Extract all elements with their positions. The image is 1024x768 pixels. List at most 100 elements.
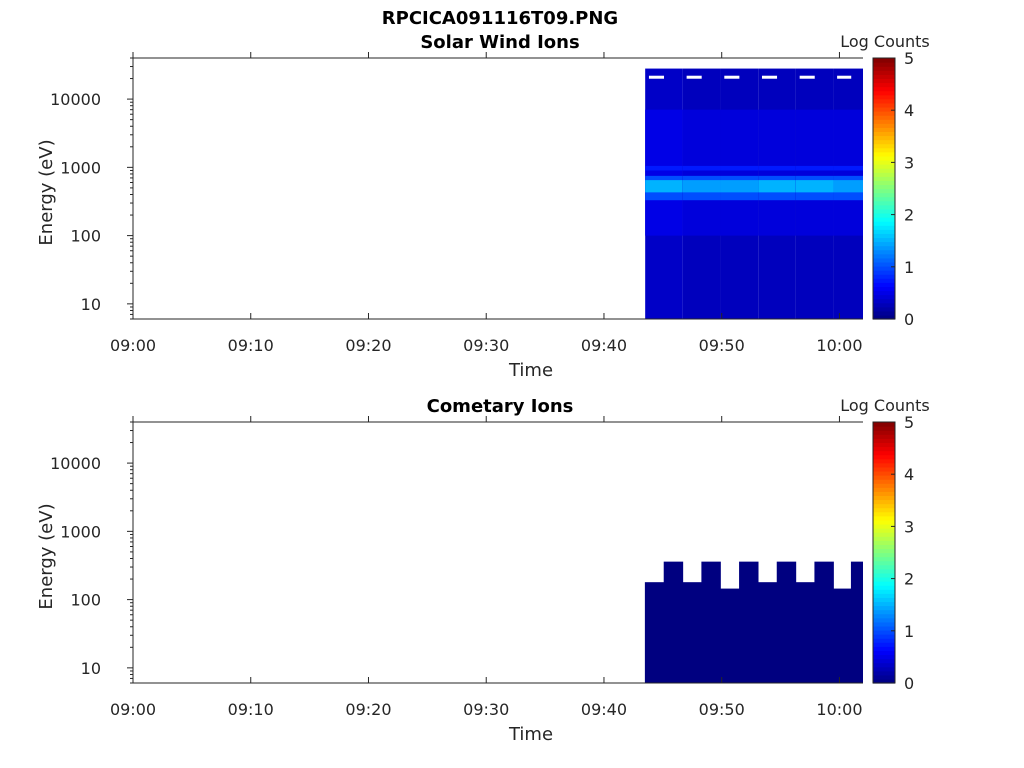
colorbar-segment — [873, 613, 895, 619]
colorbar-segment — [873, 523, 895, 529]
colorbar-label: Log Counts — [840, 32, 930, 51]
colorbar-segment — [873, 678, 895, 684]
colorbar-segment — [873, 58, 895, 63]
colorbar-segment — [873, 62, 895, 67]
colorbar-segment — [873, 278, 895, 283]
y-tick-label: 1000 — [60, 522, 101, 541]
colorbar-segment — [873, 589, 895, 594]
colorbar-segment — [873, 290, 895, 296]
colorbar-segment — [873, 475, 895, 480]
heatmap-gap — [686, 75, 702, 79]
x-tick-label: 09:20 — [345, 700, 391, 719]
colorbar-segment — [873, 601, 895, 607]
y-tick-label: 100 — [70, 227, 101, 246]
colorbar-frame — [872, 57, 896, 320]
colorbar-segment — [873, 511, 895, 517]
colorbar-segment — [873, 298, 895, 304]
colorbar-tick-label: 5 — [904, 413, 914, 432]
colorbar-segment — [873, 90, 895, 96]
colorbar-segment — [873, 491, 895, 497]
colorbar-segment — [873, 86, 895, 92]
x-tick-label: 09:10 — [228, 336, 274, 355]
heatmap-peak — [682, 180, 721, 193]
colorbar-segment — [873, 458, 895, 464]
colorbar-segment — [873, 617, 895, 623]
colorbar-segment — [873, 106, 895, 112]
colorbar-segment — [873, 282, 895, 287]
x-tick-label: 09:30 — [463, 700, 509, 719]
colorbar-segment — [873, 629, 895, 635]
colorbar-tick-label: 4 — [904, 101, 914, 120]
colorbar-segment — [873, 597, 895, 603]
colorbar-segment — [873, 646, 895, 651]
colorbar-segment — [873, 294, 895, 300]
colorbar-segment — [873, 151, 895, 157]
colorbar-segment — [873, 544, 895, 550]
colorbar-segment — [873, 666, 895, 672]
colorbar-segment — [873, 164, 895, 169]
panel-1: 09:00 09:10 09:20 09:30 09:40 09:50 10:0010100… — [36, 32, 930, 381]
heatmap-peak — [833, 180, 863, 193]
colorbar-segment — [873, 78, 895, 84]
panel-title: Cometary Ions — [427, 396, 574, 417]
colorbar-segment — [873, 479, 895, 484]
heatmap-cell — [644, 582, 665, 683]
colorbar-segment — [873, 253, 895, 259]
colorbar-segment — [873, 438, 895, 443]
colorbar-segment — [873, 192, 895, 198]
colorbar-segment — [873, 499, 895, 505]
colorbar-segment — [873, 237, 895, 243]
y-tick-label: 10 — [81, 295, 101, 314]
colorbar-segment — [873, 180, 895, 186]
heatmap-cell — [739, 561, 759, 683]
colorbar-segment — [873, 217, 895, 222]
colorbar-segment — [873, 233, 895, 239]
colorbar-segment — [873, 143, 895, 149]
heatmap-cell — [682, 582, 702, 683]
heatmap-cell — [833, 109, 863, 236]
colorbar-tick-label: 4 — [904, 465, 914, 484]
heatmap-cell — [795, 582, 816, 683]
heatmap-area — [645, 68, 863, 319]
y-axis-label: Energy (eV) — [36, 139, 57, 245]
colorbar-segment — [873, 434, 895, 439]
colorbar-segment — [873, 674, 895, 680]
colorbar-segment — [873, 446, 895, 452]
figure-title: RPCICA091116T09.PNG — [382, 8, 618, 29]
heatmap-cell — [682, 165, 721, 171]
panel-title: Solar Wind Ions — [420, 32, 579, 53]
heatmap-cell — [850, 561, 863, 683]
x-tick-label: 09:40 — [581, 700, 627, 719]
y-tick-label: 10000 — [50, 90, 101, 109]
colorbar-segment — [873, 135, 895, 141]
colorbar-segment — [873, 261, 895, 267]
colorbar-segment — [873, 430, 895, 435]
colorbar-segment — [873, 528, 895, 533]
colorbar-segment — [873, 658, 895, 664]
colorbar-segment — [873, 221, 895, 226]
heatmap-gap — [761, 75, 778, 79]
heatmap-peak — [645, 180, 683, 193]
colorbar-segment — [873, 650, 895, 656]
heatmap-cell — [795, 165, 834, 171]
heatmap-peak — [720, 180, 759, 193]
heatmap-cell — [814, 561, 834, 683]
colorbar-segment — [873, 470, 895, 476]
colorbar-segment — [873, 257, 895, 263]
heatmap-cell — [757, 582, 778, 683]
y-axis-label: Energy (eV) — [36, 503, 57, 609]
colorbar-segment — [873, 556, 895, 562]
colorbar-frame — [872, 421, 896, 684]
colorbar-segment — [873, 123, 895, 128]
colorbar-tick-label: 0 — [904, 674, 914, 693]
heatmap-cell — [645, 109, 683, 236]
x-tick-label: 10:00 — [816, 336, 862, 355]
colorbar-segment — [873, 302, 895, 308]
x-axis-label: Time — [508, 724, 553, 745]
colorbar-segment — [873, 147, 895, 153]
colorbar-segment — [873, 585, 895, 590]
colorbar-tick-label: 3 — [904, 153, 914, 172]
colorbar-segment — [873, 560, 895, 566]
colorbar-tick-label: 3 — [904, 517, 914, 536]
